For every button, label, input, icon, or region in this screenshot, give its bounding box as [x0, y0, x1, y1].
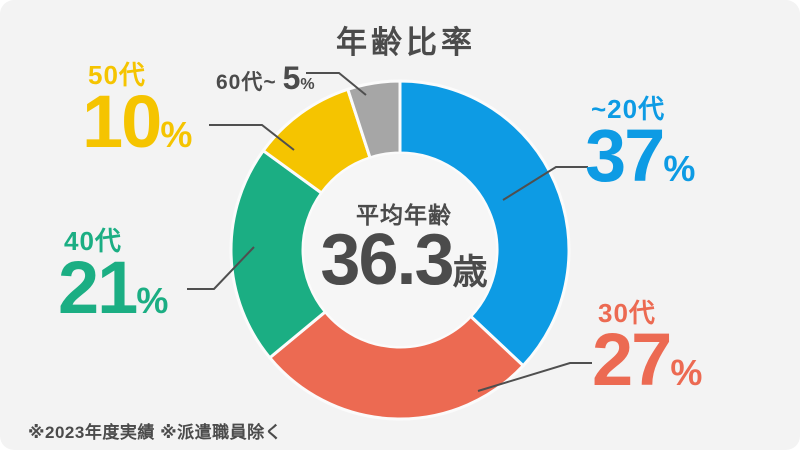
donut-slices [229, 79, 571, 421]
percent-sign: % [670, 352, 703, 393]
average-age-value: 36.3歳 [296, 224, 512, 296]
segment-category-30s: 30代 [598, 298, 656, 328]
segment-value-40s: 21% [58, 246, 169, 329]
segment-value-50s: 10% [82, 80, 193, 163]
segment-value-60s: 5 [282, 60, 301, 96]
average-age-number: 36.3 [320, 220, 454, 300]
segment-value-20s: 37% [585, 114, 696, 197]
donut-slice-20s [398, 79, 571, 368]
leader-line-60s [306, 72, 367, 96]
average-age-unit: 歳 [452, 253, 488, 292]
segment-value-30s: 27% [592, 318, 703, 401]
leader-line-40s [187, 246, 255, 290]
segment-category-60s: 60代~ [216, 71, 277, 94]
percent-sign: % [663, 148, 696, 189]
average-age-label: 平均年齢 [356, 202, 452, 228]
leader-line-20s [502, 166, 588, 201]
segment-category-20s: ~20代 [591, 94, 666, 124]
donut-slice-60s [346, 79, 402, 160]
segment-category-50s: 50代 [88, 60, 146, 90]
segment-label-50s: 50代 10% [82, 60, 193, 163]
leader-line-30s [477, 362, 592, 392]
percent-sign: % [160, 114, 193, 155]
donut-hole [304, 154, 496, 346]
segment-label-60s: 60代~ 5 % [216, 60, 315, 97]
leader-line-50s [209, 124, 295, 151]
segment-label-40s: 40代 21% [58, 226, 169, 329]
footnote: ※2023年度実績 ※派遣職員除く [28, 423, 283, 442]
segment-category-40s: 40代 [64, 226, 122, 256]
segment-label-20s: ~20代 37% [585, 94, 696, 197]
leader-lines [187, 72, 592, 392]
donut-slice-40s [229, 149, 327, 360]
page-title: 年齢比率 [336, 25, 476, 60]
segment-label-30s: 30代 27% [592, 298, 703, 401]
donut-slice-30s [268, 310, 525, 421]
percent-sign: % [136, 280, 169, 321]
percent-sign: % [300, 76, 315, 93]
